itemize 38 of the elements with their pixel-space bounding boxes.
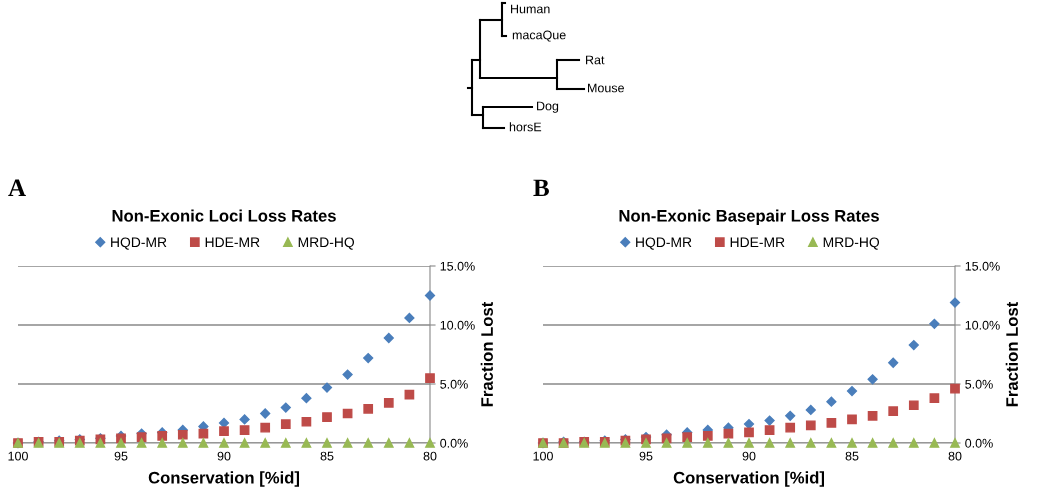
x-tick-label: 90 [742, 451, 756, 461]
text: A [8, 179, 26, 197]
y-axis-title: Fraction Lost [1005, 301, 1018, 407]
legend-label: MRD-HQ [298, 237, 355, 250]
text: B [533, 179, 549, 197]
x-tick-label: 90 [217, 451, 231, 461]
x-tick-label: 95 [114, 451, 128, 461]
y-tick-label: 10.0% [440, 320, 475, 330]
y-tick-label: 15.0% [965, 261, 1000, 271]
text: Human [511, 4, 550, 14]
legend-label: HDE-MR [205, 237, 260, 248]
y-tick-label: 0.0% [965, 438, 993, 448]
x-axis-title: Conservation [%id] [673, 471, 824, 487]
y-tick-label: 15.0% [440, 261, 475, 271]
y-tick-label: 5.0% [440, 379, 468, 389]
text: Rat [586, 55, 605, 65]
y-tick-label: 0.0% [440, 438, 468, 448]
x-tick-label: 100 [8, 451, 28, 461]
x-axis-title: Conservation [%id] [148, 471, 299, 487]
x-tick-label: 100 [533, 451, 553, 461]
x-tick-label: 85 [845, 451, 859, 461]
y-tick-label: 5.0% [965, 379, 993, 389]
text: horsE [509, 122, 542, 132]
legend-label: MRD-HQ [823, 237, 880, 250]
x-tick-label: 80 [423, 451, 437, 461]
chart-title: Non-Exonic Loci Loss Rates [112, 209, 336, 222]
text: Mouse [588, 83, 624, 93]
chart-title: Non-Exonic Basepair Loss Rates [619, 209, 879, 226]
y-axis-title: Fraction Lost [480, 301, 493, 407]
legend-label: HQD-MR [111, 237, 167, 250]
legend-label: HQD-MR [636, 237, 692, 250]
text: macaQue [512, 30, 566, 42]
y-tick-label: 10.0% [965, 320, 1000, 330]
legend-label: HDE-MR [730, 237, 785, 248]
x-tick-label: 95 [639, 451, 653, 461]
text: Dog [537, 101, 559, 113]
x-tick-label: 85 [320, 451, 334, 461]
x-tick-label: 80 [948, 451, 962, 461]
